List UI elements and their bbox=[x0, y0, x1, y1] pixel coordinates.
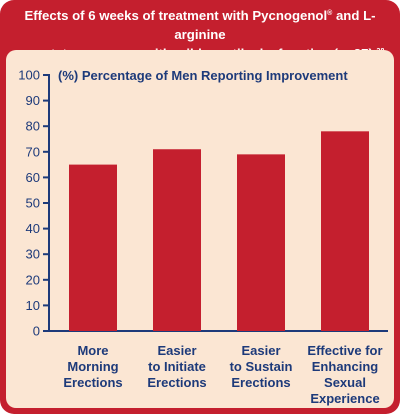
x-category-label-line: to Initiate bbox=[148, 359, 206, 374]
chart-panel: 0 10 20 30 40 50 60 70 80 90 100 (%) Percentage of … bbox=[6, 50, 394, 408]
title-line-1: Effects of 6 weeks of treatment with Pyc… bbox=[24, 8, 376, 42]
y-tick-label: 100 bbox=[18, 68, 40, 83]
y-tick-label: 0 bbox=[33, 324, 40, 339]
y-tick-label: 50 bbox=[26, 196, 40, 211]
bar bbox=[321, 131, 369, 331]
x-category-label-line: to Sustain bbox=[230, 359, 293, 374]
y-tick-label: 90 bbox=[26, 93, 40, 108]
y-tick-label: 80 bbox=[26, 119, 40, 134]
registered-mark: ® bbox=[327, 10, 333, 17]
x-category-label-line: Erections bbox=[147, 375, 206, 390]
x-category-label-line: Easier bbox=[241, 343, 280, 358]
x-category-label-line: Effective for bbox=[307, 343, 382, 358]
x-category-label: Effective for Enhancing Sexual Experience bbox=[307, 343, 382, 406]
x-category-label-line: More bbox=[77, 343, 108, 358]
x-category-label-line: Enhancing bbox=[312, 359, 379, 374]
y-tick-label: 30 bbox=[26, 247, 40, 262]
x-category-label-line: Erections bbox=[63, 375, 122, 390]
y-tick-label: 60 bbox=[26, 170, 40, 185]
bar bbox=[69, 164, 117, 331]
x-category-label: Easier to Sustain Erections bbox=[230, 343, 293, 390]
x-category-label-line: Morning bbox=[67, 359, 118, 374]
x-category-label: Easier to Initiate Erections bbox=[147, 343, 206, 390]
y-tick-label: 70 bbox=[26, 144, 40, 159]
bar bbox=[153, 149, 201, 331]
y-tick-label: 10 bbox=[26, 298, 40, 313]
bar bbox=[237, 154, 285, 331]
bar-chart: 0 10 20 30 40 50 60 70 80 90 100 (%) Percentage of … bbox=[18, 68, 388, 406]
y-tick-label: 20 bbox=[26, 272, 40, 287]
y-axis-label: (%) Percentage of Men Reporting Improvem… bbox=[58, 68, 348, 83]
y-tick-label: 40 bbox=[26, 221, 40, 236]
x-category-label-line: Easier bbox=[157, 343, 196, 358]
x-category-label: More Morning Erections bbox=[63, 343, 122, 390]
x-category-label-line: Sexual bbox=[324, 375, 366, 390]
x-category-label-line: Experience bbox=[310, 391, 379, 406]
x-category-label-line: Erections bbox=[231, 375, 290, 390]
